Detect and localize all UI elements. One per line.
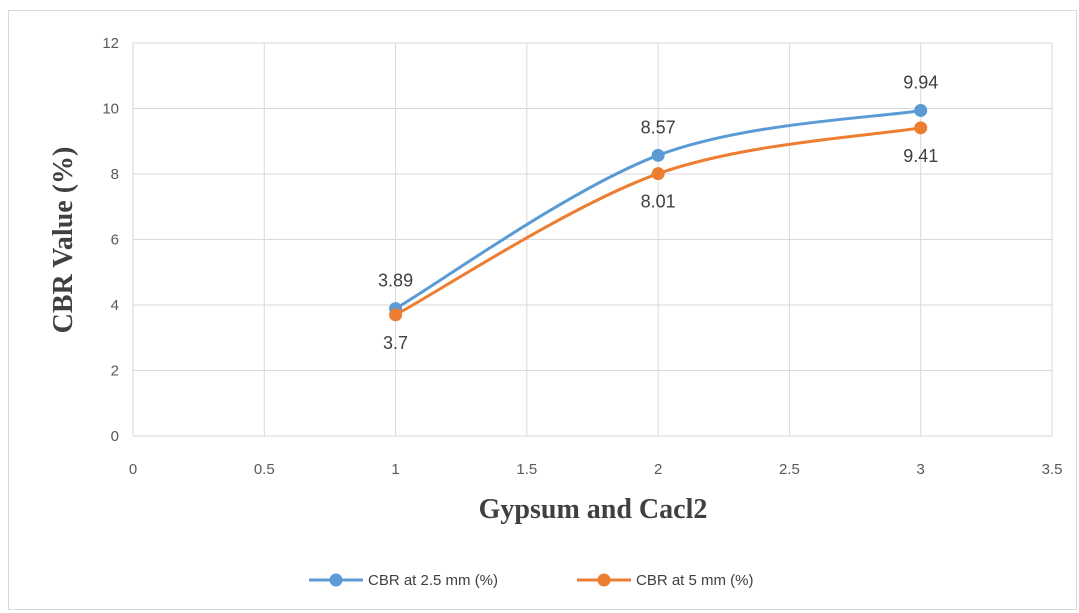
y-tick-label: 0 xyxy=(111,428,119,445)
series-1-point xyxy=(651,148,665,162)
data-label: 9.41 xyxy=(903,146,938,166)
series-2-point xyxy=(914,121,928,135)
x-tick-label: 3 xyxy=(917,461,925,478)
y-tick-label: 4 xyxy=(111,297,119,314)
x-tick-label: 0.5 xyxy=(254,461,275,478)
x-axis-title: Gypsum and Cacl2 xyxy=(479,494,708,525)
x-tick-label: 1 xyxy=(391,461,399,478)
legend: CBR at 2.5 mm (%) CBR at 5 mm (%) xyxy=(309,572,754,589)
y-tick-label: 6 xyxy=(111,232,119,249)
y-tick-label: 8 xyxy=(111,166,119,183)
legend-label: CBR at 2.5 mm (%) xyxy=(368,572,498,589)
data-label: 8.57 xyxy=(641,117,676,137)
data-label: 3.7 xyxy=(383,333,408,353)
x-tick-label: 3.5 xyxy=(1042,461,1063,478)
y-tick-label: 12 xyxy=(102,35,119,52)
y-tick-label: 10 xyxy=(102,101,119,118)
x-tick-label: 0 xyxy=(129,461,137,478)
tick-layer: 0 2 4 6 8 10 12 0 0.5 1 1.5 2 2.5 3 3.5 xyxy=(102,35,1062,478)
x-tick-label: 2 xyxy=(654,461,662,478)
grid-layer xyxy=(132,42,1053,437)
data-label: 9.94 xyxy=(903,72,938,92)
legend-label: CBR at 5 mm (%) xyxy=(636,572,754,589)
data-label: 3.89 xyxy=(378,271,413,291)
x-tick-label: 2.5 xyxy=(779,461,800,478)
x-tick-label: 1.5 xyxy=(516,461,537,478)
legend-swatch-marker xyxy=(597,573,611,587)
series-layer xyxy=(389,103,928,322)
legend-swatch-marker xyxy=(329,573,343,587)
series-2-point xyxy=(651,167,665,181)
data-label-layer: 3.89 8.57 9.94 3.7 8.01 9.41 xyxy=(378,72,938,352)
data-label: 8.01 xyxy=(641,192,676,212)
y-tick-label: 2 xyxy=(111,363,119,380)
chart-frame xyxy=(8,10,1077,610)
y-axis-title: CBR Value (%) xyxy=(48,147,79,334)
series-2-point xyxy=(389,308,403,322)
series-1-point xyxy=(914,103,928,117)
